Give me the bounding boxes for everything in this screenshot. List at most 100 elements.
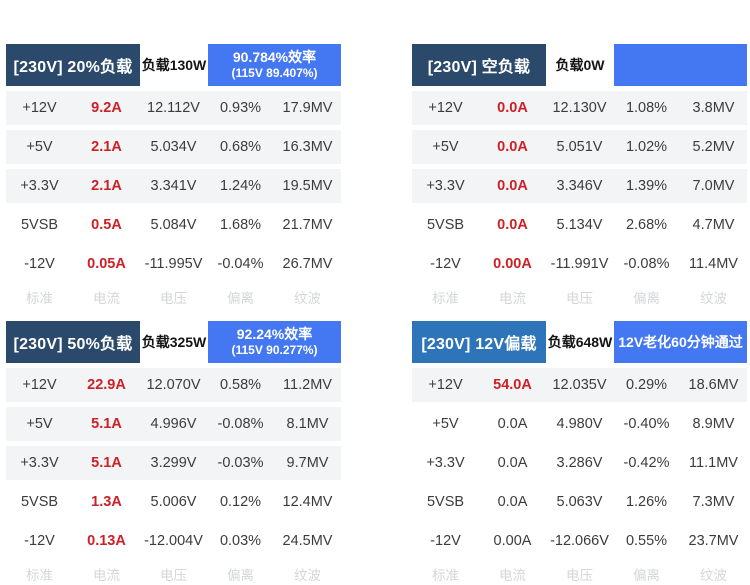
voltage-cell: 12.112V <box>147 100 200 116</box>
table-row: 5VSB 0.5A 5.084V 1.68% 21.7MV <box>6 208 341 242</box>
voltage-cell: 3.346V <box>556 178 603 194</box>
rail-cell: +12V <box>22 100 57 116</box>
column-label: 电流 <box>499 568 526 583</box>
efficiency-line2: (115V 89.407%) <box>231 66 318 81</box>
voltage-cell: 3.341V <box>150 178 197 194</box>
deviation-cell: 0.68% <box>219 139 262 155</box>
ripple-cell: 11.2MV <box>283 377 332 393</box>
deviation-cell: 0.12% <box>219 494 262 510</box>
voltage-cell: 3.286V <box>556 455 603 471</box>
deviation-cell: 1.08% <box>625 100 668 116</box>
efficiency-line1: 12V老化60分钟通过 <box>618 333 743 350</box>
deviation-cell: 0.29% <box>625 377 668 393</box>
current-cell: 0.0A <box>497 494 528 510</box>
load-label: 负载648W <box>546 321 614 363</box>
deviation-cell: -0.08% <box>623 256 670 272</box>
rail-cell: +5V <box>432 416 459 432</box>
voltage-cell: 4.996V <box>150 416 197 432</box>
column-label: 纹波 <box>294 568 321 583</box>
column-label: 标准 <box>432 568 459 583</box>
current-cell: 9.2A <box>91 100 122 116</box>
current-cell: 0.00A <box>493 256 532 272</box>
voltage-cell: 5.034V <box>150 139 197 155</box>
table-row: -12V 0.13A -12.004V 0.03% 24.5MV <box>6 524 341 558</box>
ripple-cell: 21.7MV <box>282 217 333 233</box>
column-label: 标准 <box>26 291 53 306</box>
test-table: [230V] 空负载 负载0W +12V 0.0A 12.130V 1.08% 3.8MV +… <box>412 44 747 308</box>
current-cell: 0.5A <box>91 217 122 233</box>
load-label: 负载0W <box>546 44 614 86</box>
ripple-cell: 8.1MV <box>286 416 329 432</box>
table-row: +3.3V 0.0A 3.286V -0.42% 11.1MV <box>412 446 747 480</box>
deviation-cell: 0.03% <box>219 533 262 549</box>
column-labels-row: 标准 电流 电压 偏离 纹波 <box>412 286 747 308</box>
ripple-cell: 26.7MV <box>282 256 333 272</box>
current-cell: 0.05A <box>87 256 126 272</box>
ripple-cell: 11.1MV <box>689 455 738 471</box>
ripple-cell: 23.7MV <box>688 533 739 549</box>
voltage-cell: 5.134V <box>556 217 603 233</box>
column-label: 电流 <box>93 291 120 306</box>
rail-cell: +3.3V <box>20 178 59 194</box>
table-row: +5V 0.0A 4.980V -0.40% 8.9MV <box>412 407 747 441</box>
current-cell: 22.9A <box>87 377 126 393</box>
table-row: 5VSB 0.0A 5.063V 1.26% 7.3MV <box>412 485 747 519</box>
column-labels-row: 标准 电流 电压 偏离 纹波 <box>6 286 341 308</box>
table-header: [230V] 空负载 负载0W <box>412 44 747 86</box>
current-cell: 0.0A <box>497 217 528 233</box>
deviation-cell: 0.55% <box>625 533 668 549</box>
voltage-cell: 12.070V <box>146 377 201 393</box>
column-label: 标准 <box>432 291 459 306</box>
current-cell: 0.0A <box>497 178 528 194</box>
load-label: 负载130W <box>140 44 208 86</box>
voltage-cell: -11.991V <box>550 256 609 272</box>
table-row: -12V 0.00A -12.066V 0.55% 23.7MV <box>412 524 747 558</box>
current-cell: 0.0A <box>497 100 528 116</box>
current-cell: 0.13A <box>87 533 126 549</box>
voltage-cell: 3.299V <box>150 455 197 471</box>
table-row: +12V 54.0A 12.035V 0.29% 18.6MV <box>412 368 747 402</box>
rail-cell: 5VSB <box>426 217 465 233</box>
test-table: [230V] 12V偏载 负载648W 12V老化60分钟通过 +12V 54.0A 12… <box>412 321 747 585</box>
current-cell: 0.00A <box>493 533 532 549</box>
rail-cell: +12V <box>22 377 57 393</box>
table-title: [230V] 空负载 <box>412 44 546 86</box>
deviation-cell: -0.40% <box>623 416 670 432</box>
table-row: +5V 5.1A 4.996V -0.08% 8.1MV <box>6 407 341 441</box>
ripple-cell: 5.2MV <box>692 139 735 155</box>
rail-cell: +5V <box>432 139 459 155</box>
column-label: 纹波 <box>294 291 321 306</box>
ripple-cell: 12.4MV <box>282 494 333 510</box>
rail-cell: +12V <box>428 377 463 393</box>
efficiency-line1: 90.784%效率 <box>232 49 317 66</box>
deviation-cell: -0.03% <box>217 455 264 471</box>
ripple-cell: 7.0MV <box>692 178 735 194</box>
efficiency-badge: 12V老化60分钟通过 <box>614 321 747 363</box>
deviation-cell: -0.42% <box>623 455 670 471</box>
deviation-cell: 0.93% <box>219 100 262 116</box>
rail-cell: -12V <box>24 256 55 272</box>
rail-cell: -12V <box>24 533 55 549</box>
column-label: 偏离 <box>227 291 254 306</box>
rail-cell: +3.3V <box>426 178 465 194</box>
column-label: 偏离 <box>633 291 660 306</box>
table-row: +5V 0.0A 5.051V 1.02% 5.2MV <box>412 130 747 164</box>
table-row: -12V 0.05A -11.995V -0.04% 26.7MV <box>6 247 341 281</box>
voltage-cell: 5.084V <box>150 217 197 233</box>
table-row: +12V 0.0A 12.130V 1.08% 3.8MV <box>412 91 747 125</box>
ripple-cell: 7.3MV <box>692 494 735 510</box>
column-label: 偏离 <box>227 568 254 583</box>
column-label: 电压 <box>160 291 187 306</box>
table-header: [230V] 20%负载 负载130W 90.784%效率 (115V 89.407%… <box>6 44 341 86</box>
voltage-cell: -12.066V <box>550 533 609 549</box>
rail-cell: -12V <box>430 256 461 272</box>
rail-cell: +12V <box>428 100 463 116</box>
voltage-cell: -11.995V <box>144 256 203 272</box>
column-label: 标准 <box>26 568 53 583</box>
rail-cell: +5V <box>26 416 53 432</box>
current-cell: 54.0A <box>493 377 532 393</box>
voltage-cell: 5.051V <box>556 139 603 155</box>
table-row: +12V 22.9A 12.070V 0.58% 11.2MV <box>6 368 341 402</box>
table-row: 5VSB 0.0A 5.134V 2.68% 4.7MV <box>412 208 747 242</box>
ripple-cell: 8.9MV <box>692 416 735 432</box>
